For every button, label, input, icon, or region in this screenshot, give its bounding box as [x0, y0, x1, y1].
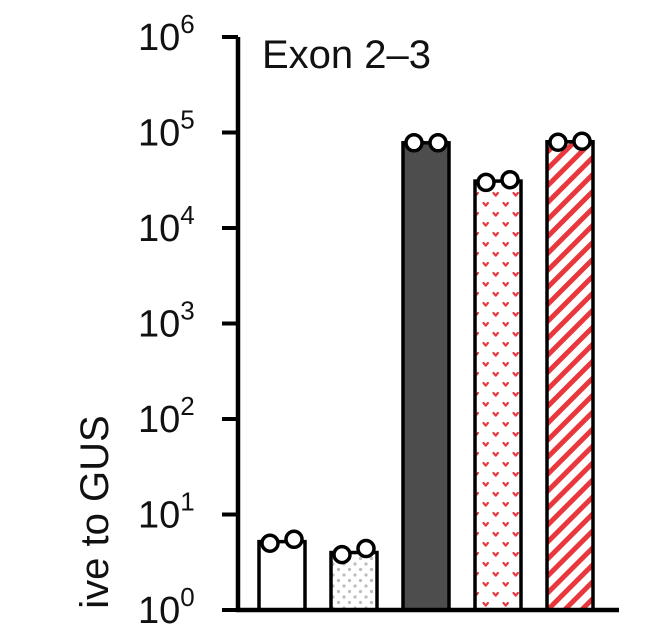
data-point	[548, 132, 568, 153]
data-point	[428, 133, 448, 153]
points-layer	[260, 131, 592, 565]
y-tick-label: 102	[138, 391, 195, 441]
data-point	[476, 172, 496, 193]
data-point	[500, 170, 520, 190]
data-point	[404, 133, 424, 153]
y-tick-label: 104	[138, 200, 195, 250]
bars-layer	[257, 140, 595, 612]
data-point	[572, 131, 592, 151]
y-tick-label: 101	[138, 487, 195, 537]
y-axis-label: ive to GUS	[73, 415, 117, 608]
y-tick-label: 105	[138, 105, 195, 155]
chart-title: Exon 2–3	[262, 33, 431, 77]
y-tick-label: 100	[138, 582, 195, 632]
bar	[545, 140, 595, 612]
y-tick-label: 106	[138, 9, 195, 59]
y-ticks: 100 101 102 103 104 105 106	[138, 9, 238, 632]
data-point	[284, 529, 304, 550]
bar	[473, 179, 523, 612]
data-point	[356, 538, 376, 559]
data-point	[260, 533, 280, 553]
bar	[401, 141, 451, 612]
y-tick-label: 103	[138, 296, 195, 346]
data-point	[332, 544, 352, 565]
